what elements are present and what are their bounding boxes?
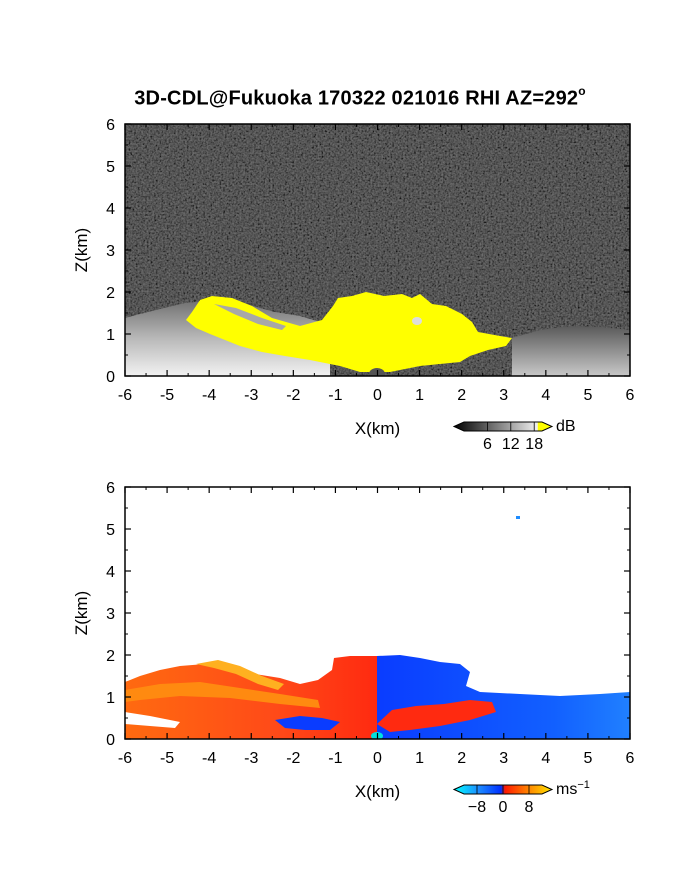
chart-title-text: 3D-CDL@Fukuoka 170322 021016 RHI AZ=292 bbox=[134, 87, 579, 110]
bottom-colorbar-tick-label: 8 bbox=[525, 799, 534, 816]
top-colorbar-tick-label: 6 bbox=[483, 436, 492, 453]
bottom-xtick-label: 6 bbox=[626, 750, 635, 767]
gray-echo-east bbox=[512, 326, 630, 376]
bottom-ytick-label: 5 bbox=[106, 522, 115, 539]
bottom-xtick-label: 2 bbox=[457, 750, 466, 767]
top-ytick-label: 0 bbox=[106, 369, 115, 386]
white-gap-left bbox=[125, 712, 180, 728]
top-ytick-label: 3 bbox=[106, 243, 115, 260]
top-colorbar-unit-text: dB bbox=[556, 418, 576, 435]
chart-title: 3D-CDL@Fukuoka 170322 021016 RHI AZ=292o bbox=[0, 84, 680, 111]
red-tongue-east bbox=[377, 700, 496, 732]
bottom-colorbar-unit: ms−1 bbox=[556, 779, 590, 798]
bottom-xtick-label: 3 bbox=[499, 750, 508, 767]
bottom-panel bbox=[125, 487, 630, 739]
bottom-colorbar-unit-text: ms bbox=[556, 781, 577, 798]
bottom-y-axis-label: Z(km) bbox=[72, 591, 91, 635]
bottom-xtick-label: 4 bbox=[541, 750, 550, 767]
bottom-xtick-label: 1 bbox=[415, 750, 424, 767]
top-xtick-label: -4 bbox=[202, 387, 216, 404]
top-ytick-label: 2 bbox=[106, 285, 115, 302]
top-xtick-label: 3 bbox=[499, 387, 508, 404]
blue-speck bbox=[516, 516, 520, 519]
top-y-axis-label: Z(km) bbox=[72, 228, 91, 272]
top-colorbar-tick-label: 18 bbox=[525, 436, 543, 453]
bottom-colorbar-tick-label: −8 bbox=[468, 799, 486, 816]
top-xtick-label: 0 bbox=[373, 387, 382, 404]
bottom-xtick-label: -3 bbox=[244, 750, 258, 767]
top-colorbar-unit: dB bbox=[556, 418, 576, 435]
top-xtick-label: -6 bbox=[118, 387, 132, 404]
top-ytick-label: 5 bbox=[106, 159, 115, 176]
bottom-xtick-label: -5 bbox=[160, 750, 174, 767]
top-ytick-label: 4 bbox=[106, 201, 115, 218]
top-colorbar bbox=[452, 421, 554, 432]
bottom-xtick-label: -2 bbox=[286, 750, 300, 767]
bottom-xtick-label: -1 bbox=[328, 750, 342, 767]
top-ytick-label: 6 bbox=[106, 117, 115, 134]
top-x-axis-label: X(km) bbox=[355, 419, 400, 438]
bottom-ytick-label: 3 bbox=[106, 606, 115, 623]
orange-band-left bbox=[125, 682, 320, 708]
bottom-ytick-label: 2 bbox=[106, 648, 115, 665]
top-xtick-label: 2 bbox=[457, 387, 466, 404]
bottom-ytick-label: 4 bbox=[106, 564, 115, 581]
bottom-xtick-label: 5 bbox=[583, 750, 592, 767]
orange-band-upper bbox=[196, 660, 284, 690]
bottom-ytick-label: 6 bbox=[106, 480, 115, 497]
top-xtick-label: -2 bbox=[286, 387, 300, 404]
blue-patch-west bbox=[275, 716, 340, 730]
gray-streak bbox=[214, 304, 286, 330]
top-xtick-label: 4 bbox=[541, 387, 550, 404]
top-ytick-label: 1 bbox=[106, 327, 115, 344]
bottom-colorbar-tick-label: 0 bbox=[499, 799, 508, 816]
top-xtick-label: -3 bbox=[244, 387, 258, 404]
top-colorbar-tick-label: 12 bbox=[502, 436, 520, 453]
top-xtick-label: 1 bbox=[415, 387, 424, 404]
bottom-xtick-label: 0 bbox=[373, 750, 382, 767]
degree-mark: o bbox=[578, 84, 586, 98]
bottom-xtick-label: -6 bbox=[118, 750, 132, 767]
bottom-xtick-label: -4 bbox=[202, 750, 216, 767]
strong-echo-yellow bbox=[186, 292, 512, 372]
top-xtick-label: 5 bbox=[583, 387, 592, 404]
bottom-x-axis-label: X(km) bbox=[355, 782, 400, 801]
top-xtick-label: 6 bbox=[626, 387, 635, 404]
bottom-colorbar-unit-exponent: −1 bbox=[577, 779, 590, 791]
bottom-ytick-label: 1 bbox=[106, 690, 115, 707]
top-xtick-label: -5 bbox=[160, 387, 174, 404]
white-spot bbox=[412, 317, 422, 325]
bottom-ytick-label: 0 bbox=[106, 732, 115, 749]
top-panel bbox=[125, 124, 630, 376]
top-xtick-label: -1 bbox=[328, 387, 342, 404]
